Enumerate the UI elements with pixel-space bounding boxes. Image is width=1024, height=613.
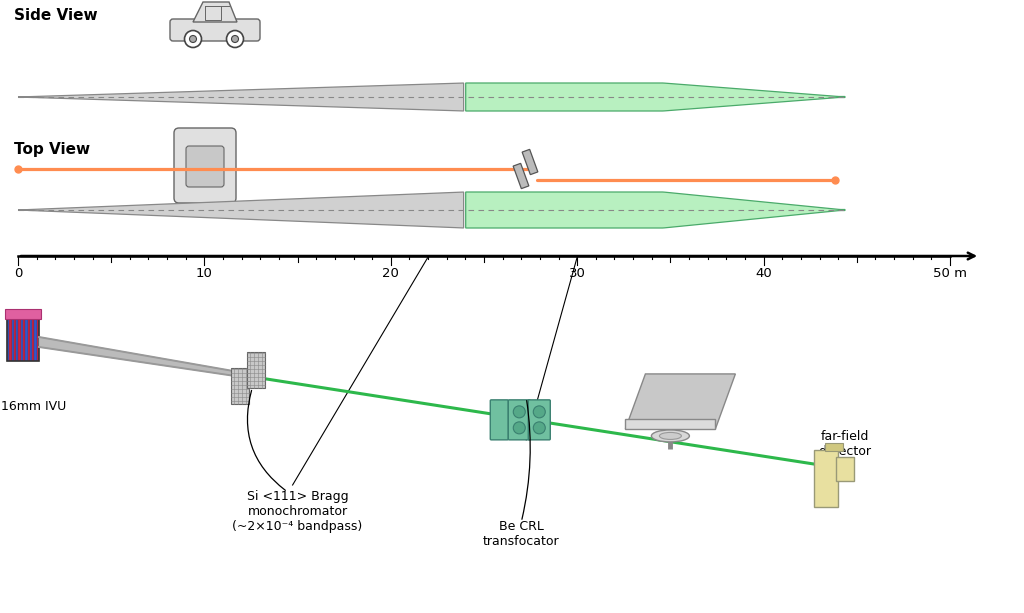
Text: 10: 10 (196, 267, 213, 280)
FancyBboxPatch shape (174, 128, 236, 203)
FancyBboxPatch shape (32, 319, 35, 361)
FancyBboxPatch shape (28, 319, 30, 361)
FancyBboxPatch shape (37, 319, 39, 361)
FancyBboxPatch shape (248, 352, 265, 388)
FancyBboxPatch shape (824, 443, 843, 451)
FancyBboxPatch shape (9, 319, 11, 361)
Text: Be CRL
transfocator: Be CRL transfocator (483, 520, 559, 548)
Polygon shape (626, 374, 735, 429)
Circle shape (184, 31, 202, 47)
Text: 16mm IVU: 16mm IVU (1, 400, 67, 413)
Text: 40: 40 (756, 267, 772, 280)
FancyBboxPatch shape (5, 309, 41, 319)
Text: tomography
goniometer: tomography goniometer (637, 398, 714, 426)
FancyBboxPatch shape (231, 368, 249, 404)
FancyBboxPatch shape (813, 450, 838, 507)
Circle shape (231, 36, 239, 42)
Text: 50 m: 50 m (933, 267, 967, 280)
FancyBboxPatch shape (170, 19, 260, 41)
FancyBboxPatch shape (508, 400, 530, 440)
Polygon shape (513, 163, 528, 189)
FancyBboxPatch shape (26, 319, 28, 361)
Circle shape (513, 422, 525, 434)
Circle shape (226, 31, 244, 47)
Circle shape (513, 406, 525, 418)
FancyBboxPatch shape (490, 400, 508, 440)
Polygon shape (18, 192, 464, 228)
Polygon shape (466, 83, 845, 111)
FancyBboxPatch shape (20, 319, 23, 361)
FancyBboxPatch shape (836, 457, 854, 481)
FancyBboxPatch shape (30, 319, 32, 361)
FancyBboxPatch shape (14, 319, 16, 361)
FancyBboxPatch shape (11, 319, 14, 361)
Text: 30: 30 (568, 267, 586, 280)
Polygon shape (193, 2, 237, 22)
FancyBboxPatch shape (186, 146, 224, 187)
Polygon shape (18, 83, 464, 111)
Ellipse shape (659, 432, 681, 440)
Circle shape (534, 422, 545, 434)
Text: Top View: Top View (14, 142, 90, 157)
FancyBboxPatch shape (35, 319, 37, 361)
FancyBboxPatch shape (16, 319, 18, 361)
Text: 20: 20 (382, 267, 399, 280)
Ellipse shape (651, 430, 689, 442)
FancyBboxPatch shape (23, 319, 26, 361)
Polygon shape (39, 337, 260, 379)
Text: Side View: Side View (14, 8, 97, 23)
FancyBboxPatch shape (528, 400, 550, 440)
Polygon shape (466, 192, 845, 228)
Polygon shape (626, 419, 716, 429)
Text: far-field
detector: far-field detector (818, 430, 871, 458)
Polygon shape (522, 150, 538, 175)
Text: Si <111> Bragg
monochromator
(~2×10⁻⁴ bandpass): Si <111> Bragg monochromator (~2×10⁻⁴ ba… (232, 490, 362, 533)
FancyBboxPatch shape (18, 319, 20, 361)
Circle shape (534, 406, 545, 418)
FancyBboxPatch shape (7, 319, 9, 361)
Circle shape (189, 36, 197, 42)
Text: 0: 0 (13, 267, 23, 280)
